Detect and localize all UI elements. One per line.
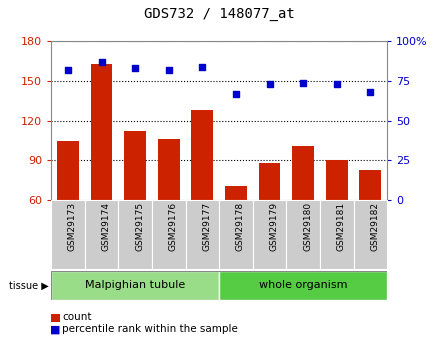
Bar (91, 64, 113, 200)
Bar (219, 200, 253, 269)
Point (165, 67, 172, 73)
Point (333, 81, 340, 87)
Text: GSM29173: GSM29173 (68, 202, 77, 251)
Bar (51, 271, 219, 300)
Point (232, 91, 239, 97)
Text: GDS732 / 148077_at: GDS732 / 148077_at (144, 7, 295, 21)
Point (65, 67, 72, 73)
Bar (219, 271, 387, 300)
Bar (326, 160, 348, 200)
Bar (118, 200, 152, 269)
Bar (124, 131, 146, 200)
Point (132, 66, 139, 71)
Bar (360, 170, 381, 200)
Point (299, 80, 307, 86)
Text: count: count (62, 313, 92, 322)
Bar (191, 110, 213, 200)
Text: Malpighian tubule: Malpighian tubule (85, 280, 185, 290)
Text: percentile rank within the sample: percentile rank within the sample (62, 325, 238, 334)
Point (367, 89, 374, 95)
Bar (259, 163, 280, 200)
Bar (57, 141, 79, 200)
Text: ■: ■ (50, 325, 61, 334)
Text: tissue ▶: tissue ▶ (9, 280, 49, 290)
Bar (320, 200, 354, 269)
Bar (287, 200, 320, 269)
Bar (186, 200, 219, 269)
Bar (253, 200, 287, 269)
Bar (85, 200, 118, 269)
Text: GSM29175: GSM29175 (135, 202, 144, 251)
Text: GSM29180: GSM29180 (303, 202, 312, 251)
Bar (225, 186, 247, 200)
Bar (158, 139, 180, 200)
Text: GSM29181: GSM29181 (337, 202, 346, 251)
Text: GSM29178: GSM29178 (236, 202, 245, 251)
Point (266, 81, 273, 87)
Text: whole organism: whole organism (259, 280, 348, 290)
Text: GSM29179: GSM29179 (270, 202, 279, 251)
Text: GSM29177: GSM29177 (202, 202, 211, 251)
Point (98, 59, 105, 65)
Bar (353, 200, 387, 269)
Text: GSM29174: GSM29174 (101, 202, 110, 251)
Text: GSM29182: GSM29182 (370, 202, 379, 251)
Point (199, 64, 206, 70)
Bar (152, 200, 186, 269)
Bar (51, 200, 85, 269)
Bar (292, 146, 314, 200)
Text: GSM29176: GSM29176 (169, 202, 178, 251)
